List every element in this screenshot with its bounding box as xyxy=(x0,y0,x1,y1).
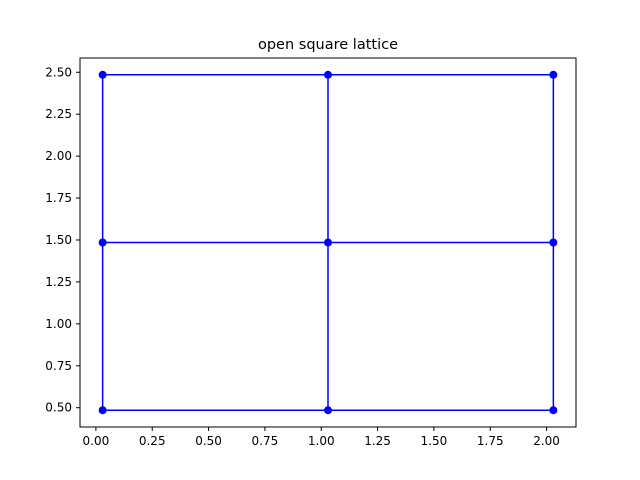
lattice-node xyxy=(98,238,107,247)
lattice-node xyxy=(549,70,558,79)
chart-title: open square lattice xyxy=(258,37,398,53)
lattice-node xyxy=(324,70,332,79)
lattice-node xyxy=(98,70,107,79)
x-tick-label: 1.50 xyxy=(421,434,448,448)
lattice-node xyxy=(98,406,107,415)
plot-area-frame xyxy=(79,57,577,428)
y-tick-label: 1.50 xyxy=(45,233,72,247)
y-tick-label: 0.50 xyxy=(45,401,72,415)
lattice-edges xyxy=(101,74,555,411)
x-tick-label: 0.50 xyxy=(195,434,222,448)
x-tick-label: 2.00 xyxy=(533,434,560,448)
y-tick-label: 1.25 xyxy=(45,275,72,289)
lattice-nodes xyxy=(98,70,558,415)
lattice-node xyxy=(549,406,558,415)
x-axis: 0.00 0.25 0.50 0.75 1.00 1.25 1.50 1.75 2.00 xyxy=(83,427,560,448)
y-tick-label: 1.00 xyxy=(45,317,72,331)
y-tick-label: 2.50 xyxy=(45,65,72,79)
lattice-node xyxy=(324,406,332,415)
y-tick-label: 0.75 xyxy=(45,359,72,373)
x-tick-label: 0.75 xyxy=(252,434,279,448)
lattice-node xyxy=(324,238,332,247)
x-tick-label: 1.75 xyxy=(477,434,504,448)
x-tick-label: 1.00 xyxy=(308,434,335,448)
x-tick-label: 0.00 xyxy=(83,434,110,448)
y-tick-label: 1.75 xyxy=(45,191,72,205)
y-tick-label: 2.25 xyxy=(45,107,72,121)
x-tick-label: 1.25 xyxy=(364,434,391,448)
y-axis: 0.50 0.75 1.00 1.25 1.50 1.75 2.00 2.25 2.50 xyxy=(45,65,80,415)
y-tick-label: 2.00 xyxy=(45,149,72,163)
lattice-node xyxy=(549,238,558,247)
x-tick-label: 0.25 xyxy=(139,434,166,448)
